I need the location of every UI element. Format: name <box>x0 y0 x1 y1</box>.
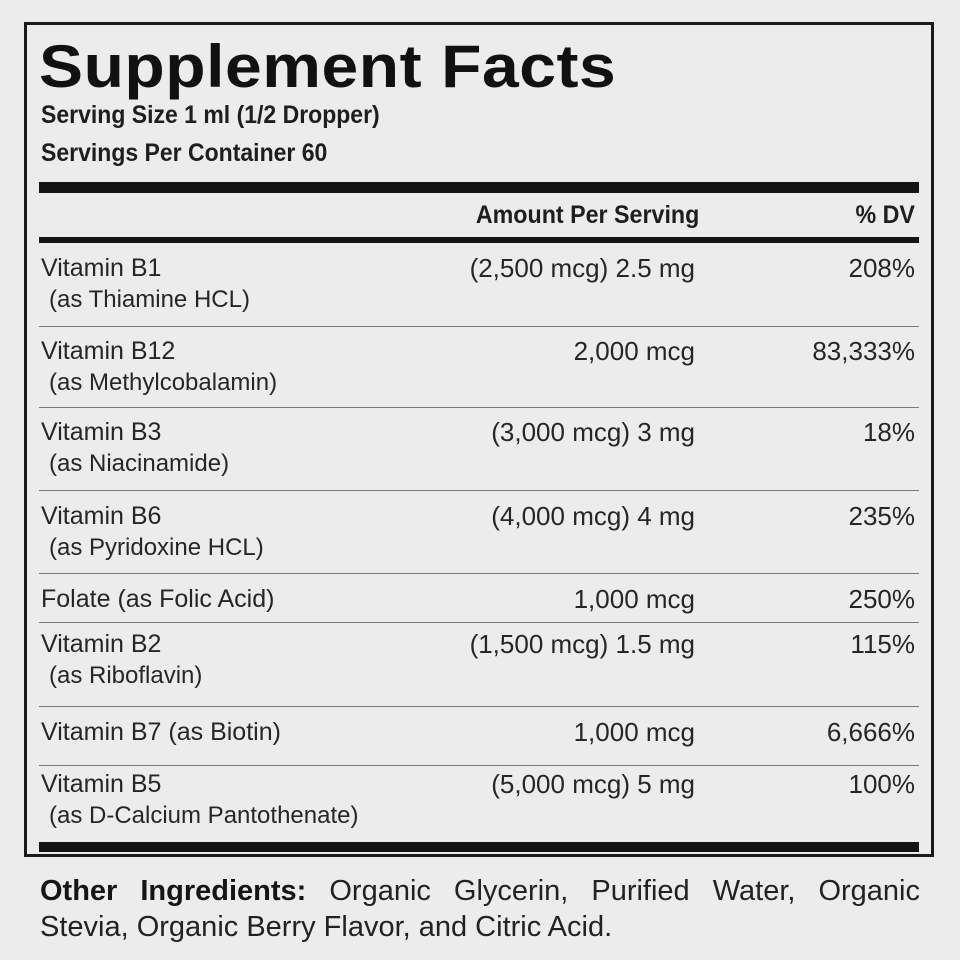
nutrient-dv: 83,333% <box>812 336 915 366</box>
other-ingredients: Other Ingredients: Organic Glycerin, Pur… <box>40 873 920 945</box>
nutrient-amount: 1,000 mcg <box>573 584 695 614</box>
nutrient-dv: 18% <box>862 417 915 447</box>
row-divider <box>39 490 919 491</box>
row-divider <box>39 407 919 408</box>
divider-header <box>39 237 919 243</box>
nutrient-dv: 6,666% <box>826 717 915 747</box>
nutrient-amount: (1,500 mcg) 1.5 mg <box>469 629 695 659</box>
nutrient-source: (as Riboflavin) <box>49 662 203 689</box>
nutrient-name: Vitamin B7 <box>41 718 162 746</box>
nutrient-dv: 115% <box>850 629 915 659</box>
nutrient-source: (as Thiamine HCL) <box>49 286 250 313</box>
nutrient-amount: (5,000 mcg) 5 mg <box>491 769 695 799</box>
nutrient-dv: 100% <box>848 769 916 799</box>
nutrient-name: Vitamin B6 <box>41 502 162 530</box>
nutrient-name-cell: Folate (as Folic Acid) <box>41 583 274 615</box>
nutrient-source: (as Folic Acid) <box>117 585 275 613</box>
row-divider <box>39 765 919 766</box>
nutrient-name: Vitamin B12 <box>41 337 176 365</box>
header-dv: % DV <box>855 201 915 229</box>
servings-per-container: Servings Per Container 60 <box>41 139 328 167</box>
nutrient-amount: 1,000 mcg <box>573 717 695 747</box>
divider-thick-bottom <box>39 842 919 852</box>
other-ingredients-label: Other Ingredients: <box>40 875 307 907</box>
nutrient-dv: 235% <box>848 501 916 531</box>
nutrient-name: Vitamin B3 <box>41 418 162 446</box>
header-amount: Amount Per Serving <box>475 201 699 229</box>
nutrient-name: Vitamin B1 <box>41 254 162 282</box>
row-divider <box>39 622 919 623</box>
other-ingredients-text: Organic Glycerin, Purified Water, Organi… <box>40 875 921 943</box>
nutrient-name: Vitamin B2 <box>41 630 162 658</box>
nutrient-name-cell: Vitamin B3 (as Niacinamide) <box>41 416 229 480</box>
nutrient-name-cell: Vitamin B12 (as Methylcobalamin) <box>41 335 277 399</box>
supplement-facts-panel: Supplement Facts Serving Size 1 ml (1/2 … <box>24 22 934 857</box>
nutrient-source: (as D-Calcium Pantothenate) <box>49 802 359 829</box>
nutrient-name-cell: Vitamin B5 (as D-Calcium Pantothenate) <box>41 768 358 832</box>
row-divider <box>39 573 919 574</box>
nutrient-name: Vitamin B5 <box>41 770 162 798</box>
nutrient-source: (as Niacinamide) <box>49 450 230 477</box>
row-divider <box>39 326 919 327</box>
nutrient-amount: 2,000 mcg <box>573 336 695 366</box>
nutrient-name-cell: Vitamin B2 (as Riboflavin) <box>41 628 202 692</box>
nutrient-name: Folate <box>41 585 111 613</box>
nutrient-source: (as Biotin) <box>168 718 281 746</box>
nutrient-dv: 208% <box>848 253 916 283</box>
nutrient-name-cell: Vitamin B7 (as Biotin) <box>41 716 281 748</box>
panel-title: Supplement Facts <box>39 33 617 100</box>
row-divider <box>39 706 919 707</box>
nutrient-source: (as Methylcobalamin) <box>49 369 278 396</box>
nutrient-amount: (2,500 mcg) 2.5 mg <box>469 253 695 283</box>
nutrient-amount: (4,000 mcg) 4 mg <box>491 501 695 531</box>
nutrient-source: (as Pyridoxine HCL) <box>49 534 264 561</box>
serving-size: Serving Size 1 ml (1/2 Dropper) <box>41 101 380 129</box>
divider-thick-top <box>39 182 919 193</box>
nutrient-name-cell: Vitamin B6 (as Pyridoxine HCL) <box>41 500 264 564</box>
nutrient-amount: (3,000 mcg) 3 mg <box>491 417 695 447</box>
nutrient-name-cell: Vitamin B1 (as Thiamine HCL) <box>41 252 250 316</box>
nutrient-dv: 250% <box>848 584 916 614</box>
